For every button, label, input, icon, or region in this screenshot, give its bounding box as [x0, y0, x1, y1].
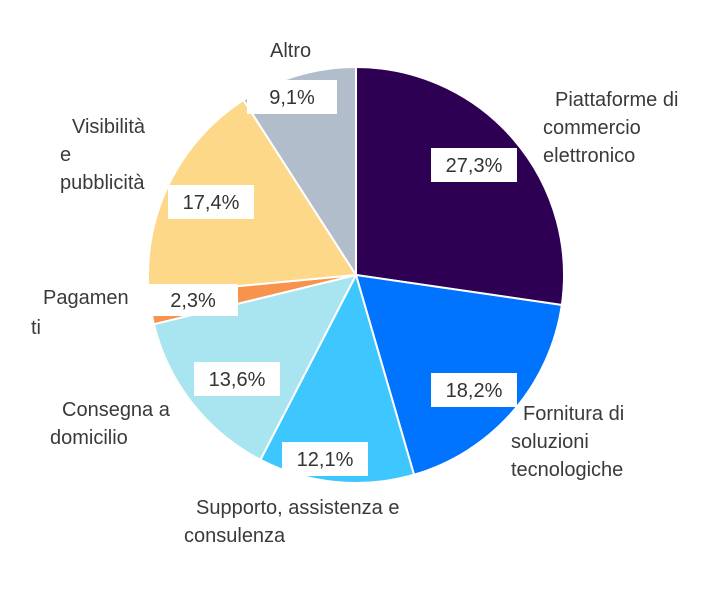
value-label-text: 13,6%: [209, 369, 266, 391]
category-labels: Piattaforme di commercio elettronico Fornit…: [31, 40, 678, 547]
value-label-text: 12,1%: [297, 449, 354, 471]
value-label-altro: 9,1%: [247, 80, 337, 114]
category-label-line: Altro: [270, 40, 311, 62]
value-label-box: [431, 373, 517, 407]
pie-slices: [147, 66, 565, 484]
value-label-text: 18,2%: [446, 380, 503, 402]
category-label-altro: Altro: [270, 40, 311, 62]
value-label-text: 2,3%: [170, 290, 216, 312]
category-label-supporto-assistenza-e-consulenza: Supporto, assistenza e consulenza: [184, 497, 399, 547]
value-label-box: [431, 148, 517, 182]
value-label-box: [282, 442, 368, 476]
value-label-piattaforme-di-commercio-elettronico: 27,3%: [431, 148, 517, 182]
category-label-line: tecnologiche: [511, 459, 623, 481]
slice-supporto-assistenza-e-consulenza: [259, 274, 416, 484]
category-label-line: Consegna a: [62, 399, 171, 421]
category-label-line: Supporto, assistenza e: [196, 497, 399, 519]
category-label-line: pubblicità: [60, 172, 145, 194]
percentage-labels: 27,3% 18,2% 12,1% 13,6% 2,3% 17,4% 9,1%: [148, 80, 517, 476]
value-label-text: 17,4%: [183, 192, 240, 214]
category-label-line: commercio: [543, 117, 641, 139]
category-label-consegna-a-domicilio: Consegna a domicilio: [50, 399, 171, 449]
value-label-box: [168, 185, 254, 219]
value-label-text: 9,1%: [269, 87, 315, 109]
slice-altro: [242, 66, 357, 276]
category-label-line: e: [60, 144, 71, 166]
value-label-box: [148, 284, 238, 316]
category-label-line: elettronico: [543, 145, 635, 167]
value-label-pagamenti: 2,3%: [148, 284, 238, 316]
category-label-line: ti: [31, 317, 41, 339]
category-label-visibilita-e-pubblicita: Visibilità e pubblicità: [60, 116, 146, 194]
value-label-box: [247, 80, 337, 114]
category-label-piattaforme-di-commercio-elettronico: Piattaforme di commercio elettronico: [543, 89, 678, 167]
value-label-consegna-a-domicilio: 13,6%: [194, 362, 280, 396]
category-label-line: consulenza: [184, 525, 286, 547]
slice-piattaforme-di-commercio-elettronico: [355, 66, 565, 306]
value-label-fornitura-di-soluzioni-tecnologiche: 18,2%: [431, 373, 517, 407]
category-label-line: Fornitura di: [523, 403, 624, 425]
category-label-line: soluzioni: [511, 431, 589, 453]
value-label-box: [194, 362, 280, 396]
category-label-pagamenti: Pagamen ti: [31, 287, 129, 339]
value-label-visibilita-e-pubblicita: 17,4%: [168, 185, 254, 219]
category-label-fornitura-di-soluzioni-tecnologiche: Fornitura di soluzioni tecnologiche: [511, 403, 624, 481]
category-label-line: Piattaforme di: [555, 89, 678, 111]
value-label-text: 27,3%: [446, 155, 503, 177]
value-label-supporto-assistenza-e-consulenza: 12,1%: [282, 442, 368, 476]
category-label-line: Pagamen: [43, 287, 129, 309]
category-label-line: Visibilità: [72, 116, 146, 138]
category-label-line: domicilio: [50, 427, 128, 449]
